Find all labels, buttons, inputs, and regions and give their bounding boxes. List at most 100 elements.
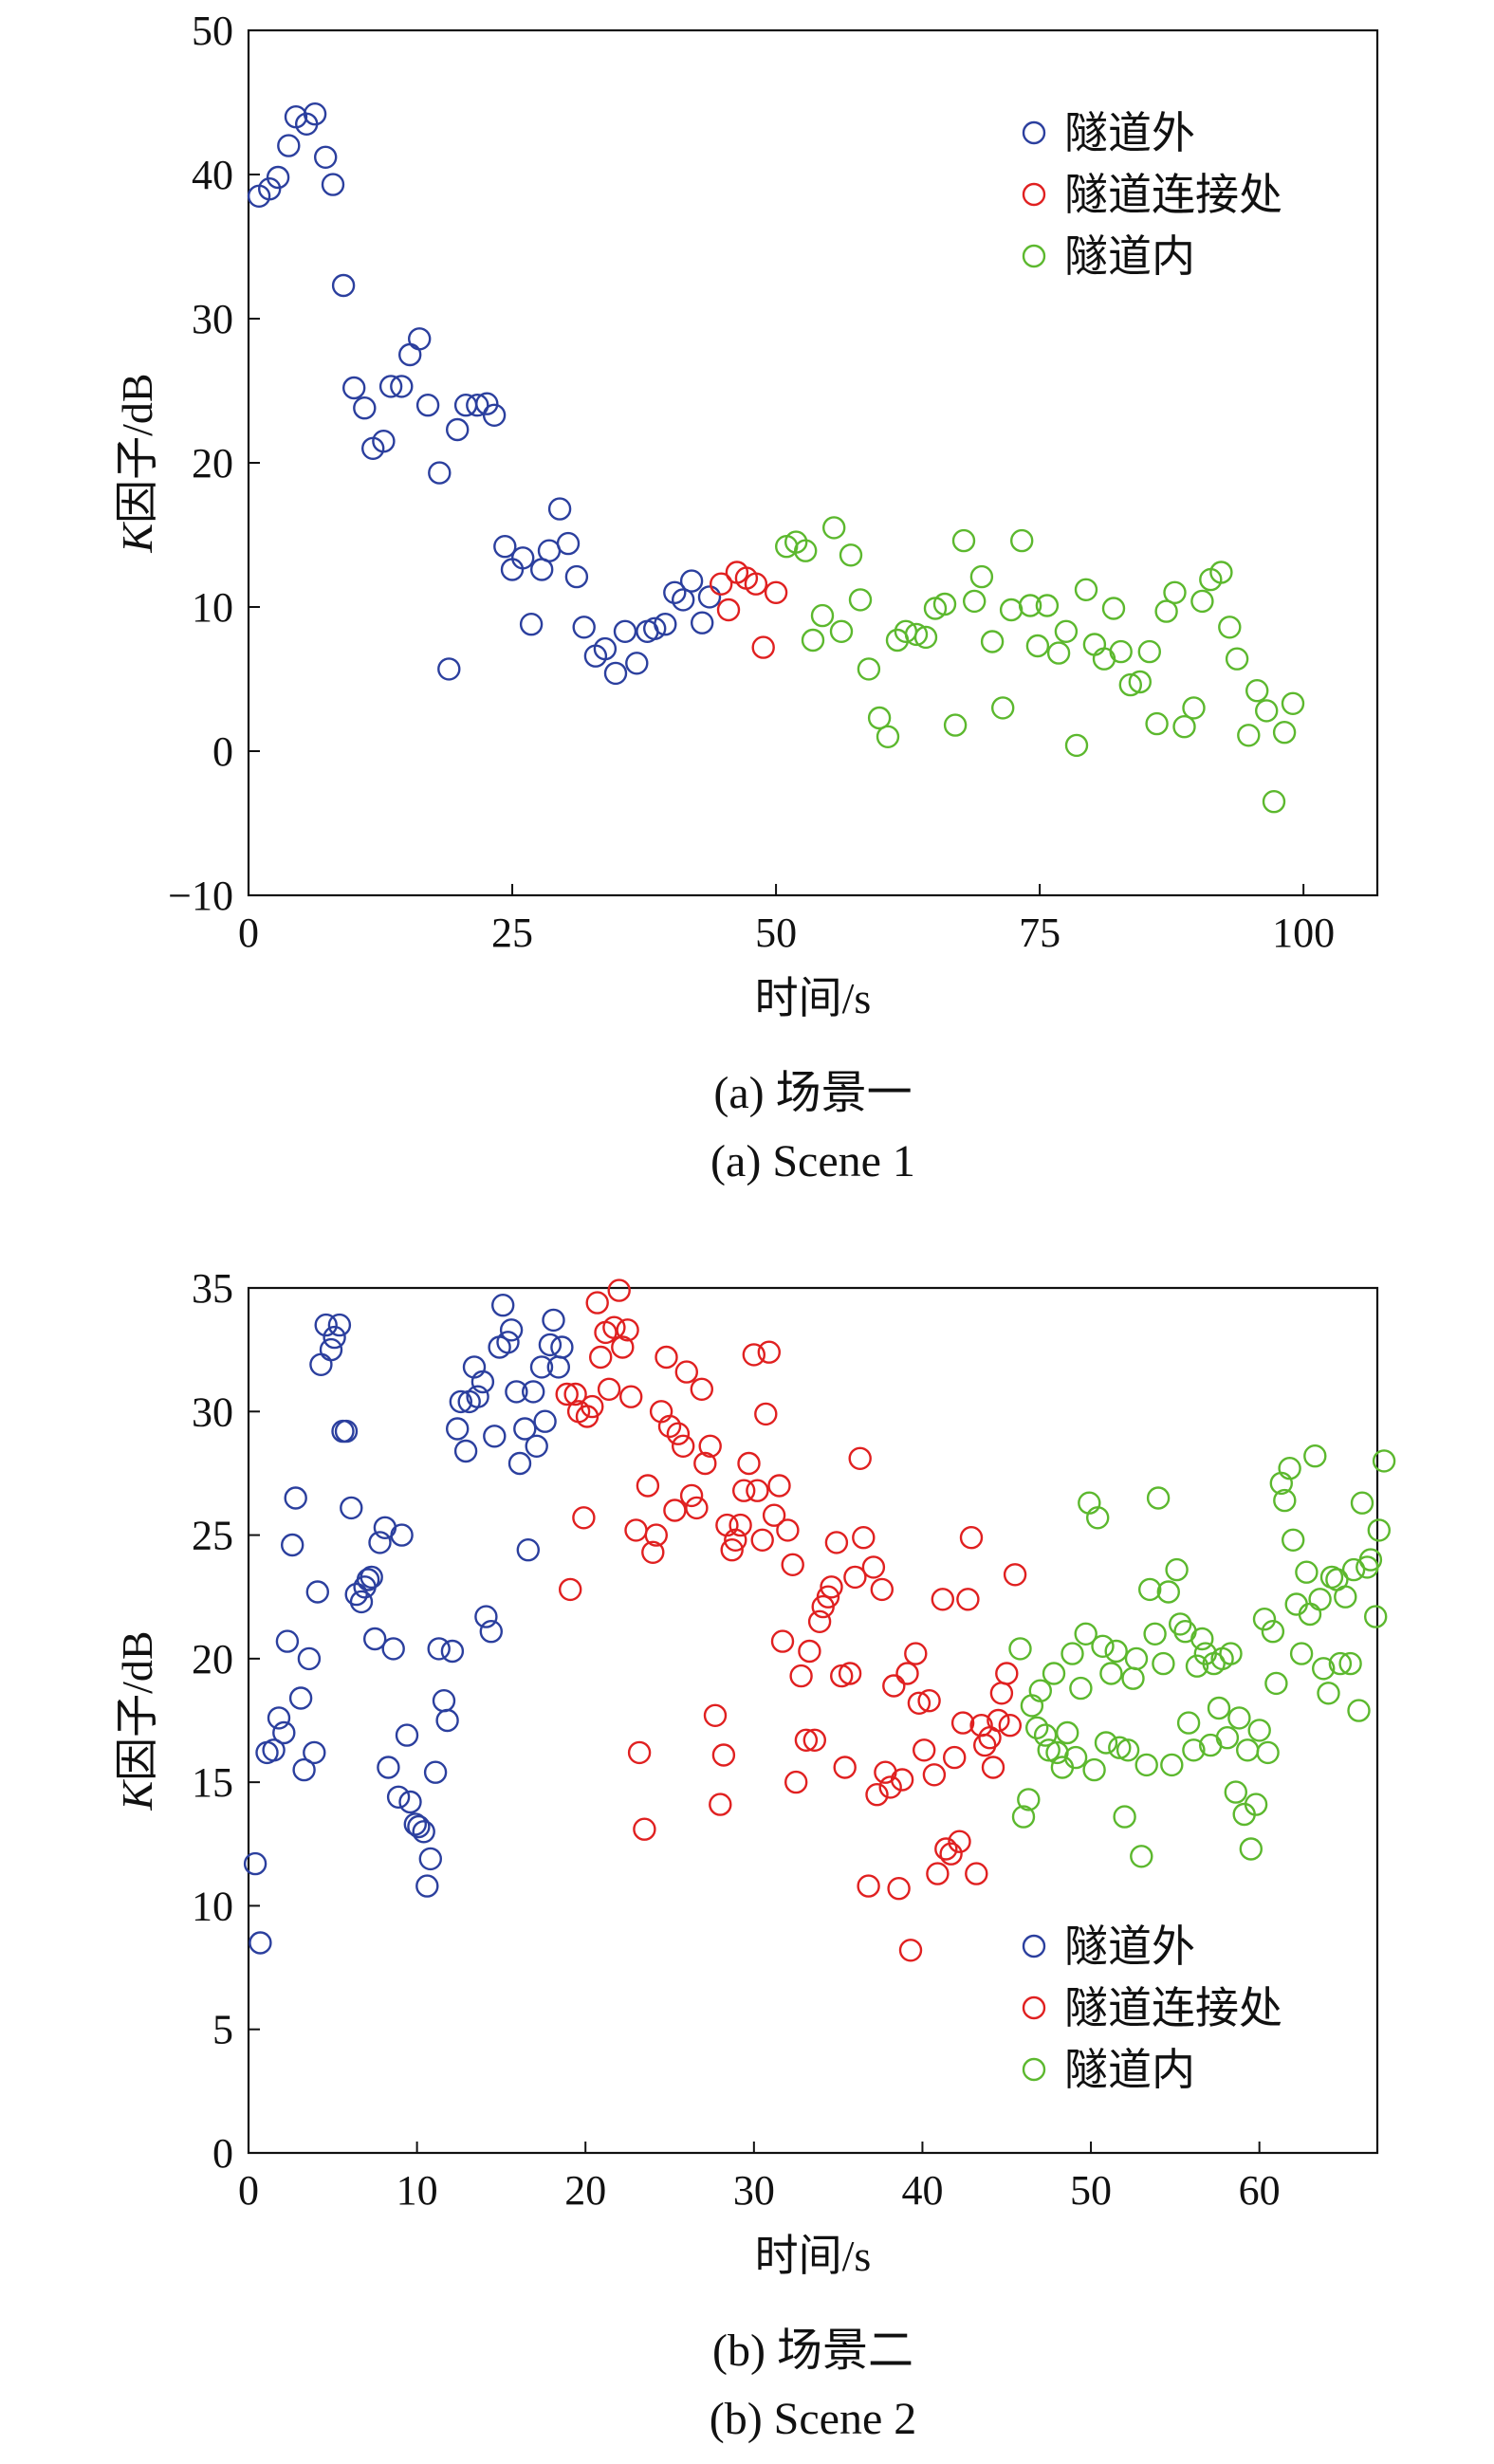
y-tick-label: 50 <box>192 8 233 54</box>
point-outside <box>481 1621 502 1642</box>
point-junction <box>900 1940 921 1960</box>
point-junction <box>634 1819 655 1840</box>
point-outside <box>409 328 430 349</box>
x-tick-label: 75 <box>1019 910 1061 956</box>
point-inside <box>823 517 844 538</box>
point-inside <box>1246 680 1267 701</box>
point-junction <box>629 1742 650 1763</box>
point-junction <box>744 1344 765 1365</box>
point-outside <box>615 621 636 642</box>
point-junction <box>747 1480 767 1501</box>
point-outside <box>333 275 354 296</box>
legend-label-junction: 隧道连接处 <box>1064 171 1282 219</box>
point-outside <box>282 1535 303 1555</box>
point-outside <box>397 1725 417 1746</box>
point-junction <box>850 1448 871 1469</box>
point-inside <box>1304 1445 1325 1466</box>
point-junction <box>599 1379 619 1400</box>
point-junction <box>835 1757 856 1778</box>
point-inside <box>1219 616 1240 637</box>
point-inside <box>1066 735 1087 756</box>
point-junction <box>772 1631 793 1652</box>
point-junction <box>858 1876 879 1897</box>
point-outside <box>392 1525 413 1546</box>
x-tick-label: 10 <box>397 2167 438 2214</box>
point-junction <box>913 1739 934 1760</box>
point-outside <box>321 1339 341 1360</box>
point-outside <box>521 614 542 634</box>
point-junction <box>826 1532 847 1553</box>
point-inside <box>945 715 966 736</box>
point-junction <box>676 1362 697 1383</box>
point-junction <box>573 1507 594 1528</box>
point-junction <box>872 1579 893 1600</box>
y-tick-label: 20 <box>192 440 233 487</box>
legend-label-inside: 隧道内 <box>1064 2046 1195 2094</box>
caption-en: (b) Scene 2 <box>710 2394 917 2444</box>
point-inside <box>1282 1530 1303 1551</box>
point-junction <box>783 1554 803 1575</box>
point-inside <box>812 605 833 626</box>
caption-en: (a) Scene 1 <box>710 1136 915 1186</box>
y-tick-label: 30 <box>192 1388 233 1435</box>
point-outside <box>277 1631 298 1652</box>
legend-marker-inside <box>1024 2059 1044 2080</box>
point-outside <box>323 175 343 195</box>
point-inside <box>1147 713 1168 734</box>
point-outside <box>329 1315 350 1335</box>
point-inside <box>1300 1604 1320 1625</box>
point-inside <box>1258 1742 1279 1763</box>
y-tick-label: 25 <box>192 1513 233 1559</box>
point-inside <box>1065 1747 1086 1768</box>
point-inside <box>1103 598 1124 619</box>
point-inside <box>802 630 823 651</box>
figure: 0 25 50 75 100 −1001020304050 时间/s K因子/dB 隧道… <box>0 0 1494 2464</box>
legend-label-junction: 隧道连接处 <box>1064 1984 1282 2032</box>
point-outside <box>433 1690 454 1711</box>
point-junction <box>924 1764 945 1785</box>
point-inside <box>1263 791 1284 812</box>
y-axis-label-unit: 因子/dB <box>113 1630 161 1780</box>
point-junction <box>710 1794 730 1815</box>
point-junction <box>752 1530 773 1551</box>
point-inside <box>1227 649 1247 670</box>
point-outside <box>475 1607 496 1627</box>
point-inside <box>1237 1739 1258 1760</box>
point-outside <box>343 377 364 398</box>
point-junction <box>863 1556 884 1577</box>
point-outside <box>518 1539 539 1560</box>
legend-marker-junction <box>1024 184 1044 205</box>
point-inside <box>831 621 852 642</box>
point-outside <box>539 541 560 561</box>
point-junction <box>905 1644 926 1664</box>
y-tick-label: 0 <box>212 2130 233 2177</box>
y-tick-label: 20 <box>192 1636 233 1683</box>
point-inside <box>1365 1607 1386 1627</box>
point-outside <box>273 1722 294 1743</box>
point-junction <box>966 1864 987 1885</box>
point-junction <box>777 1519 798 1540</box>
x-tick-label: 60 <box>1239 2167 1281 2214</box>
point-junction <box>853 1527 874 1548</box>
point-outside <box>544 1310 564 1331</box>
point-junction <box>713 1745 734 1766</box>
point-junction <box>957 1589 978 1609</box>
legend-item-inside: 隧道内 <box>1024 2046 1195 2094</box>
point-inside <box>1056 621 1077 642</box>
point-outside <box>551 1337 572 1358</box>
point-outside <box>437 1710 458 1731</box>
y-tick-label: 5 <box>212 2007 233 2053</box>
point-inside <box>1217 1727 1238 1748</box>
x-tick-label: 0 <box>238 2167 259 2214</box>
point-inside <box>1256 700 1277 721</box>
point-inside <box>1161 1755 1182 1775</box>
point-junction <box>996 1664 1017 1684</box>
point-outside <box>370 1532 391 1553</box>
point-inside <box>1084 634 1105 655</box>
point-inside <box>1291 1644 1312 1664</box>
point-outside <box>417 395 438 415</box>
point-inside <box>1191 1628 1212 1649</box>
point-inside <box>850 589 871 610</box>
point-junction <box>637 1476 658 1497</box>
point-outside <box>574 616 595 637</box>
